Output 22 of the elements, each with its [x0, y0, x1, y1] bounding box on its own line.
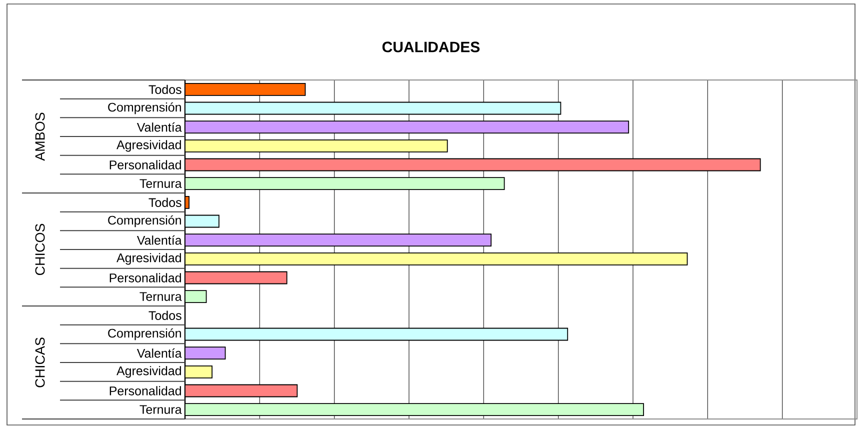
y-tick-label: Todos	[148, 84, 182, 94]
text: CHICAS	[35, 338, 45, 388]
y-tick-label: Ternura	[140, 405, 182, 414]
text: AMBOS	[35, 112, 45, 161]
text: CHICOS	[35, 224, 45, 276]
y-tick-label: Personalidad	[110, 386, 181, 396]
y-tick-label: Todos	[148, 310, 182, 320]
y-tick-label: Comprensión	[108, 102, 181, 114]
y-tick-label: Personalidad	[110, 160, 181, 170]
chart-title: CUALIDADES	[382, 42, 480, 52]
y-tick-label: Agresividad	[116, 253, 181, 265]
y-tick-label: Valentía	[136, 235, 182, 245]
y-tick-label: Comprensión	[108, 215, 181, 228]
y-tick-label: Ternura	[140, 292, 182, 301]
y-tick-label: Ternura	[140, 179, 182, 188]
y-tick-label: Comprensión	[108, 328, 181, 340]
y-tick-label: Todos	[148, 198, 182, 208]
y-tick-label: Personalidad	[110, 273, 181, 282]
y-tick-label: Agresividad	[116, 140, 181, 152]
y-tick-label: Agresividad	[116, 366, 181, 378]
y-tick-label: Valentía	[136, 122, 182, 132]
y-tick-label: Valentía	[136, 348, 182, 358]
